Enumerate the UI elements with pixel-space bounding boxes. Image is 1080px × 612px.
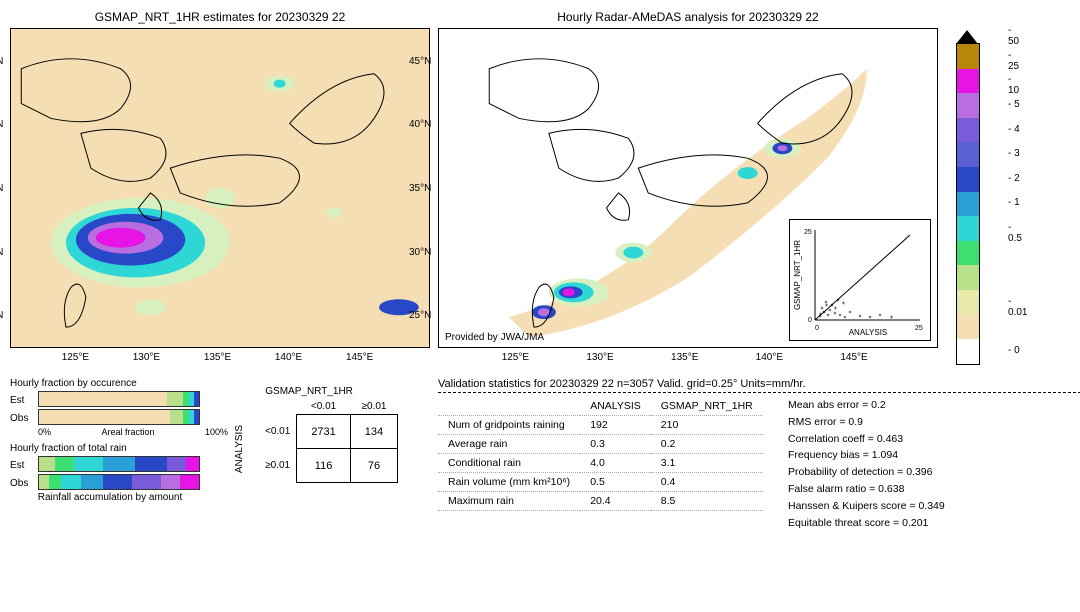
ytick: 25°N [409, 310, 431, 321]
xtick: 140°E [756, 352, 783, 363]
colorbar: - 50- 25- 10- 5- 4- 3- 2- 1- 0.5- 0.01- … [946, 10, 1080, 370]
xtick: 140°E [275, 352, 302, 363]
xtick: 125°E [502, 352, 529, 363]
svg-text:25: 25 [915, 325, 923, 332]
svg-text:25: 25 [804, 229, 812, 236]
svg-text:GSMAP_NRT_1HR: GSMAP_NRT_1HR [793, 240, 802, 310]
xtick: 135°E [204, 352, 231, 363]
occurence-title: Hourly fraction by occurence [10, 378, 210, 389]
fraction-bar [38, 409, 200, 425]
ctg-title: GSMAP_NRT_1HR [220, 386, 398, 397]
ytick: 30°N [409, 247, 431, 258]
xtick: 125°E [62, 352, 89, 363]
contingency-table: GSMAP_NRT_1HR <0.01≥0.01 ANALYSIS <0.01 … [220, 386, 398, 558]
axis-0: 0% [38, 427, 51, 437]
left-map: 45°N 40°N 35°N 30°N 25°N 125°E 130°E 135… [10, 28, 430, 348]
ytick: 45°N [409, 56, 431, 67]
validation-stats: Validation statistics for 20230329 22 n=… [438, 378, 1080, 558]
ytick: 35°N [409, 183, 431, 194]
ytick: 25°N [0, 310, 3, 321]
stat-table: ANALYSISGSMAP_NRT_1HRNum of gridpoints r… [438, 397, 763, 511]
svg-text:ANALYSIS: ANALYSIS [849, 328, 888, 337]
accum-label: Rainfall accumulation by amount [10, 492, 210, 503]
left-map-title: GSMAP_NRT_1HR estimates for 20230329 22 [10, 10, 430, 28]
fraction-bar [38, 474, 200, 490]
ytick: 35°N [0, 183, 3, 194]
fraction-bar [38, 456, 200, 472]
xtick: 145°E [346, 352, 373, 363]
total-title: Hourly fraction of total rain [10, 443, 210, 454]
stat-list: Mean abs error = 0.2RMS error = 0.9Corre… [788, 397, 1038, 531]
ytick: 40°N [0, 119, 3, 130]
axis-label: Areal fraction [101, 427, 154, 437]
xtick: 135°E [671, 352, 698, 363]
xtick: 130°E [133, 352, 160, 363]
scatter-inset: ANALYSIS GSMAP_NRT_1HR 0 25 25 0 [789, 219, 931, 341]
right-map: Provided by JWA/JMA A [438, 28, 938, 348]
provided-label: Provided by JWA/JMA [445, 332, 544, 343]
right-map-title: Hourly Radar-AMeDAS analysis for 2023032… [438, 10, 938, 28]
xtick: 130°E [586, 352, 613, 363]
fraction-charts: Hourly fraction by occurence Est Obs 0%A… [10, 378, 210, 558]
fraction-bar [38, 391, 200, 407]
ytick: 45°N [0, 56, 3, 67]
stats-header: Validation statistics for 20230329 22 n=… [438, 378, 1080, 393]
svg-text:0: 0 [815, 325, 819, 332]
svg-text:0: 0 [808, 317, 812, 324]
ytick: 40°N [409, 119, 431, 130]
ytick: 30°N [0, 247, 3, 258]
xtick: 145°E [840, 352, 867, 363]
